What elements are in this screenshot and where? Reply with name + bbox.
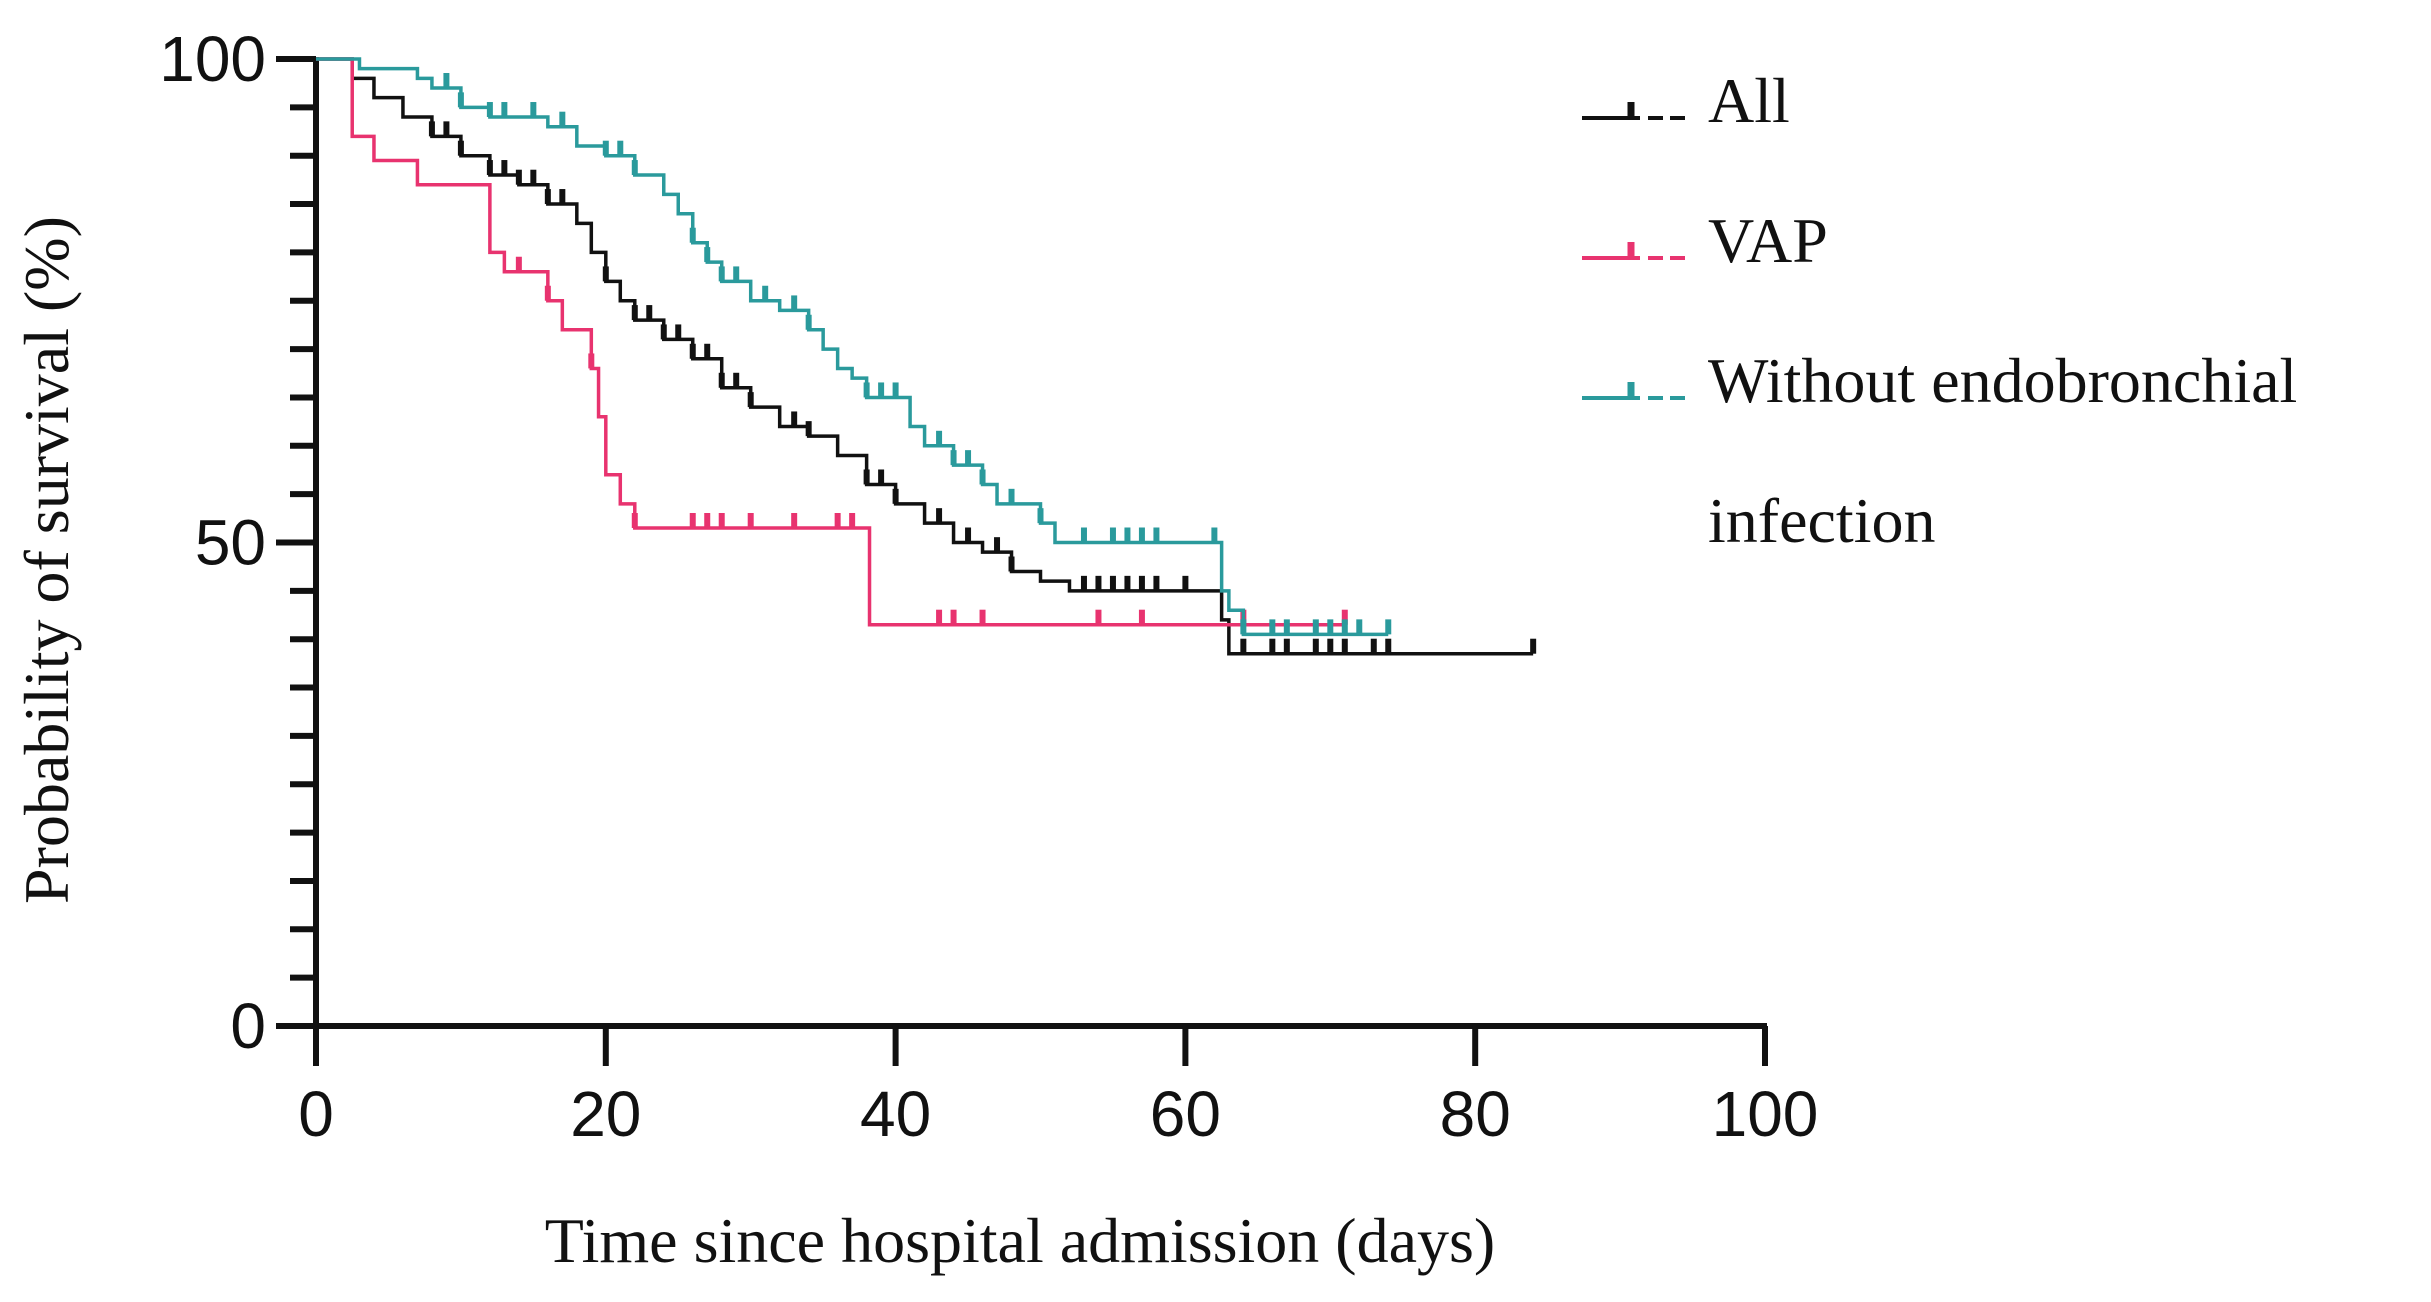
x-tick-label: 20 (570, 1078, 641, 1150)
series-line (316, 57, 1345, 627)
x-tick-label: 80 (1440, 1078, 1511, 1150)
legend-label-vap: VAP (1708, 205, 1828, 276)
x-tick-label: 40 (860, 1078, 931, 1150)
x-tick-label: 0 (298, 1078, 334, 1150)
legend-symbol-vap (1582, 242, 1685, 260)
legend-label-without-endobronchial-line1: Without endobronchial (1708, 345, 2297, 416)
y-tick-label: 100 (159, 23, 266, 95)
series-line (316, 57, 1389, 637)
axes: 0 20 40 60 80 100 0 50 100 (159, 23, 1818, 1150)
series-line (316, 57, 1534, 656)
x-tick-label: 100 (1712, 1078, 1819, 1150)
legend-symbol-all (1582, 102, 1685, 120)
x-tick-label: 60 (1150, 1078, 1221, 1150)
legend-label-without-endobronchial-line2: infection (1708, 485, 1935, 556)
series-0 (316, 57, 1537, 656)
y-tick-label: 50 (195, 507, 266, 579)
series-group (316, 57, 1537, 656)
legend: All VAP Without endobronchial infection (1582, 65, 2297, 556)
y-tick-label: 0 (230, 990, 266, 1062)
series-1 (316, 57, 1348, 627)
legend-item-all: All (1582, 65, 1790, 136)
x-axis-title: Time since hospital admission (days) (545, 1205, 1495, 1276)
legend-item-vap: VAP (1582, 205, 1828, 276)
series-2 (316, 57, 1392, 637)
legend-symbol-without-endobronchial-infection (1582, 382, 1685, 400)
y-axis-title: Probability of survival (%) (11, 216, 82, 904)
legend-label-all: All (1708, 65, 1790, 136)
legend-item-without-endobronchial-infection: Without endobronchial infection (1582, 345, 2297, 556)
